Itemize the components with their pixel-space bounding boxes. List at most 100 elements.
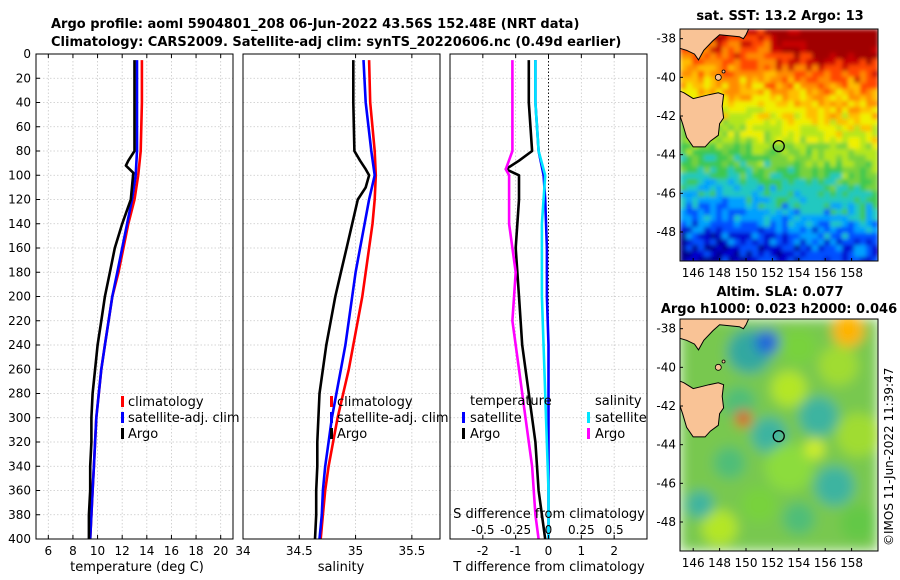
- sst-cell: [776, 173, 783, 180]
- sst-cell: [800, 149, 807, 156]
- sst-cell: [854, 227, 861, 234]
- sst-cell: [764, 29, 771, 36]
- sst-cell: [716, 227, 723, 234]
- sst-cell: [830, 35, 837, 42]
- sst-cell: [848, 251, 855, 258]
- sst-cell: [866, 197, 873, 204]
- sst-cell: [686, 53, 693, 60]
- sst-cell: [776, 245, 783, 252]
- sst-cell: [836, 239, 843, 246]
- sst-cell: [680, 143, 687, 150]
- sst-cell: [740, 131, 747, 138]
- sst-cell: [824, 215, 831, 222]
- sst-cell: [692, 257, 699, 261]
- sst-cell: [812, 125, 819, 132]
- sst-cell: [830, 191, 837, 198]
- sst-cell: [794, 197, 801, 204]
- series-group: [504, 60, 550, 540]
- sst-cell: [824, 29, 831, 36]
- sst-cell: [806, 59, 813, 66]
- sst-cell: [854, 71, 861, 78]
- sst-cell: [782, 35, 789, 42]
- sst-cell: [788, 185, 795, 192]
- sst-cell: [764, 65, 771, 72]
- sst-cell: [872, 215, 878, 222]
- sst-cell: [770, 83, 777, 90]
- sst-cell: [770, 149, 777, 156]
- sst-cell: [740, 185, 747, 192]
- sst-cell: [854, 161, 861, 168]
- sst-cell: [680, 251, 687, 258]
- sst-cell: [830, 47, 837, 54]
- sst-cell: [692, 245, 699, 252]
- sst-cell: [848, 197, 855, 204]
- difference-legend: temperature salinity satellite Argo sate…: [462, 394, 647, 442]
- sst-cell: [800, 83, 807, 90]
- sla-anomaly-blob: [798, 396, 839, 437]
- sst-cell: [716, 131, 723, 138]
- sst-cell: [758, 101, 765, 108]
- sst-cell: [842, 59, 849, 66]
- sst-cell: [866, 53, 873, 60]
- sst-cell: [734, 59, 741, 66]
- sst-cell: [704, 53, 711, 60]
- sst-cell: [854, 131, 861, 138]
- sst-cell: [830, 59, 837, 66]
- sst-cell: [830, 89, 837, 96]
- map-x-tick-label: 154: [787, 556, 810, 570]
- sst-cell: [764, 149, 771, 156]
- sst-cell: [728, 113, 735, 120]
- sst-cell: [716, 191, 723, 198]
- sst-cell: [770, 95, 777, 102]
- sst-cell: [704, 245, 711, 252]
- land-island: [721, 359, 726, 364]
- sst-cell: [836, 95, 843, 102]
- sst-cell: [836, 245, 843, 252]
- sst-cell: [752, 125, 759, 132]
- sst-cell: [770, 89, 777, 96]
- sst-cell: [830, 209, 837, 216]
- x-tick-label: 16: [164, 544, 179, 558]
- sst-cell: [806, 239, 813, 246]
- sst-cell: [764, 191, 771, 198]
- sst-cell: [872, 59, 878, 66]
- sst-cell: [692, 179, 699, 186]
- sst-cell: [842, 65, 849, 72]
- sst-cell: [698, 185, 705, 192]
- sst-cell: [764, 41, 771, 48]
- sst-cell: [770, 41, 777, 48]
- sst-cell: [734, 101, 741, 108]
- x-tick-label: 20: [213, 544, 228, 558]
- sst-cell: [788, 233, 795, 240]
- sla-anomaly-blob: [685, 490, 714, 519]
- sst-cell: [812, 221, 819, 228]
- sst-cell: [842, 197, 849, 204]
- sst-cell: [812, 179, 819, 186]
- sst-cell: [758, 59, 765, 66]
- sst-cell: [746, 137, 753, 144]
- sst-cell: [824, 119, 831, 126]
- sst-cell: [746, 161, 753, 168]
- sst-cell: [842, 41, 849, 48]
- sst-cell: [728, 179, 735, 186]
- sst-cell: [836, 227, 843, 234]
- sst-cell: [842, 113, 849, 120]
- land-island: [714, 73, 722, 81]
- sst-cell: [746, 89, 753, 96]
- sst-cell: [722, 131, 729, 138]
- sst-cell: [728, 65, 735, 72]
- sst-cell: [722, 77, 729, 84]
- legend-label-climatology: climatology: [128, 395, 204, 410]
- sst-cell: [824, 167, 831, 174]
- sst-cell: [818, 35, 825, 42]
- sst-cell: [836, 71, 843, 78]
- sst-cell: [866, 89, 873, 96]
- sst-cell: [776, 71, 783, 78]
- sst-cell: [818, 155, 825, 162]
- sst-cell: [710, 161, 717, 168]
- sst-cell: [860, 227, 867, 234]
- sst-cell: [698, 53, 705, 60]
- sst-cell: [752, 239, 759, 246]
- sst-cell: [680, 173, 687, 180]
- sst-cell: [818, 149, 825, 156]
